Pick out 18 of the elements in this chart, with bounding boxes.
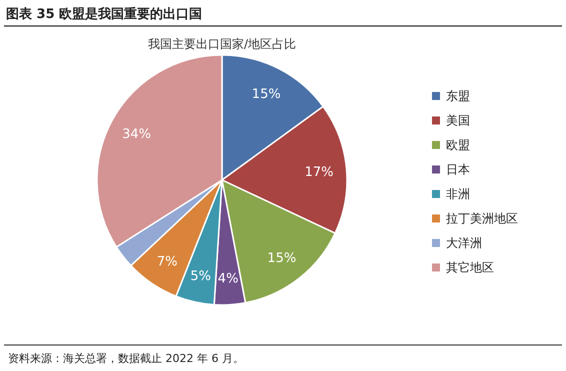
- legend-label: 其它地区: [446, 260, 494, 274]
- data-label: 15%: [252, 87, 281, 102]
- legend-label: 日本: [446, 162, 470, 176]
- text: 资料来源：海关总署，数据截止 2022 年 6 月。: [8, 352, 244, 365]
- data-label: 34%: [122, 127, 152, 142]
- chart-subtitle: 我国主要出口国家/地区占比: [148, 37, 296, 51]
- legend-label: 拉丁美洲地区: [446, 212, 518, 226]
- data-label: 5%: [190, 269, 212, 284]
- chart-title: 图表 35 欧盟是我国重要的出口国: [6, 6, 202, 22]
- legend-label: 欧盟: [446, 138, 470, 152]
- legend-label: 美国: [446, 114, 470, 128]
- data-label: 7%: [156, 254, 178, 270]
- legend-label: 大洋洲: [446, 236, 482, 250]
- data-label: 4%: [218, 271, 238, 286]
- data-label: 15%: [267, 251, 296, 266]
- legend-label: 非洲: [446, 187, 470, 201]
- data-label: 17%: [304, 164, 334, 180]
- legend-label: 东盟: [446, 89, 470, 103]
